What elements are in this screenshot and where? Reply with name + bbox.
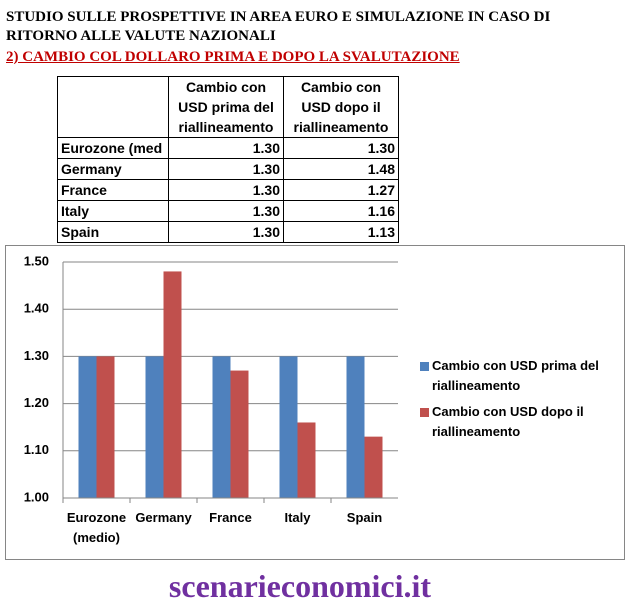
bar xyxy=(230,370,249,498)
table-row: Spain 1.30 1.13 xyxy=(57,221,399,243)
x-tick-label-box: Spain xyxy=(346,510,383,525)
table-row: Germany 1.30 1.48 xyxy=(57,158,399,180)
x-tick-label-box: Germany xyxy=(135,510,192,525)
bar xyxy=(346,356,365,498)
table-row: Italy 1.30 1.16 xyxy=(57,200,399,222)
x-tick-label-box: Italy xyxy=(284,510,311,525)
legend-label: Cambio con USD prima del riallineamento xyxy=(432,358,599,393)
x-tick-label: France xyxy=(209,510,252,525)
x-tick-label-box: Eurozone (medio) xyxy=(66,510,127,545)
x-tick-label: Eurozone (medio) xyxy=(66,510,127,545)
x-tick-label: Italy xyxy=(284,510,311,525)
table: Cambio con USD prima del riallineamento C… xyxy=(57,76,399,243)
bar xyxy=(145,356,164,498)
bar xyxy=(78,356,97,498)
header-cell: Cambio con USD prima del riallineamento xyxy=(168,76,284,138)
y-tick-label: 1.30 xyxy=(24,348,49,363)
cell: 1.30 xyxy=(168,221,284,243)
x-tick-label-box: France xyxy=(209,510,252,525)
subtitle: 2) CAMBIO COL DOLLARO PRIMA E DOPO LA SV… xyxy=(6,49,460,65)
table-row: France 1.30 1.27 xyxy=(57,179,399,201)
header-row: Cambio con USD prima del riallineamento C… xyxy=(57,76,399,138)
title: STUDIO SULLE PROSPETTIVE IN AREA EURO E … xyxy=(6,9,551,44)
legend-label-box: Cambio con USD dopo il riallineamento xyxy=(432,404,584,439)
legend-label-box: Cambio con USD prima del riallineamento xyxy=(432,358,599,393)
cell: 1.13 xyxy=(283,221,399,243)
y-tick-label: 1.00 xyxy=(24,489,49,504)
row-label: Spain xyxy=(57,221,169,243)
cell: 1.16 xyxy=(283,200,399,222)
y-tick-label: 1.50 xyxy=(24,253,49,268)
bar xyxy=(212,356,231,498)
legend-swatch xyxy=(420,408,429,417)
bar xyxy=(96,356,115,498)
legend-swatch xyxy=(420,362,429,371)
row-label: Italy xyxy=(57,200,169,222)
y-tick-label: 1.20 xyxy=(24,395,49,410)
bar xyxy=(297,422,316,498)
row-label: Germany xyxy=(57,158,169,180)
bar xyxy=(364,436,383,498)
legend-label: Cambio con USD dopo il riallineamento xyxy=(432,404,584,439)
y-tick-label: 1.10 xyxy=(24,442,49,457)
cell: 1.30 xyxy=(168,200,284,222)
x-tick-label: Germany xyxy=(135,510,192,525)
bar xyxy=(163,271,182,498)
y-tick-label: 1.40 xyxy=(24,301,49,316)
x-tick-label: Spain xyxy=(346,510,383,525)
row-label: France xyxy=(57,179,169,201)
watermark: scenarieconomici.it xyxy=(168,568,432,604)
cell: 1.30 xyxy=(283,137,399,159)
bar xyxy=(279,356,298,498)
header-cell: Cambio con USD dopo il riallineamento xyxy=(283,76,399,138)
